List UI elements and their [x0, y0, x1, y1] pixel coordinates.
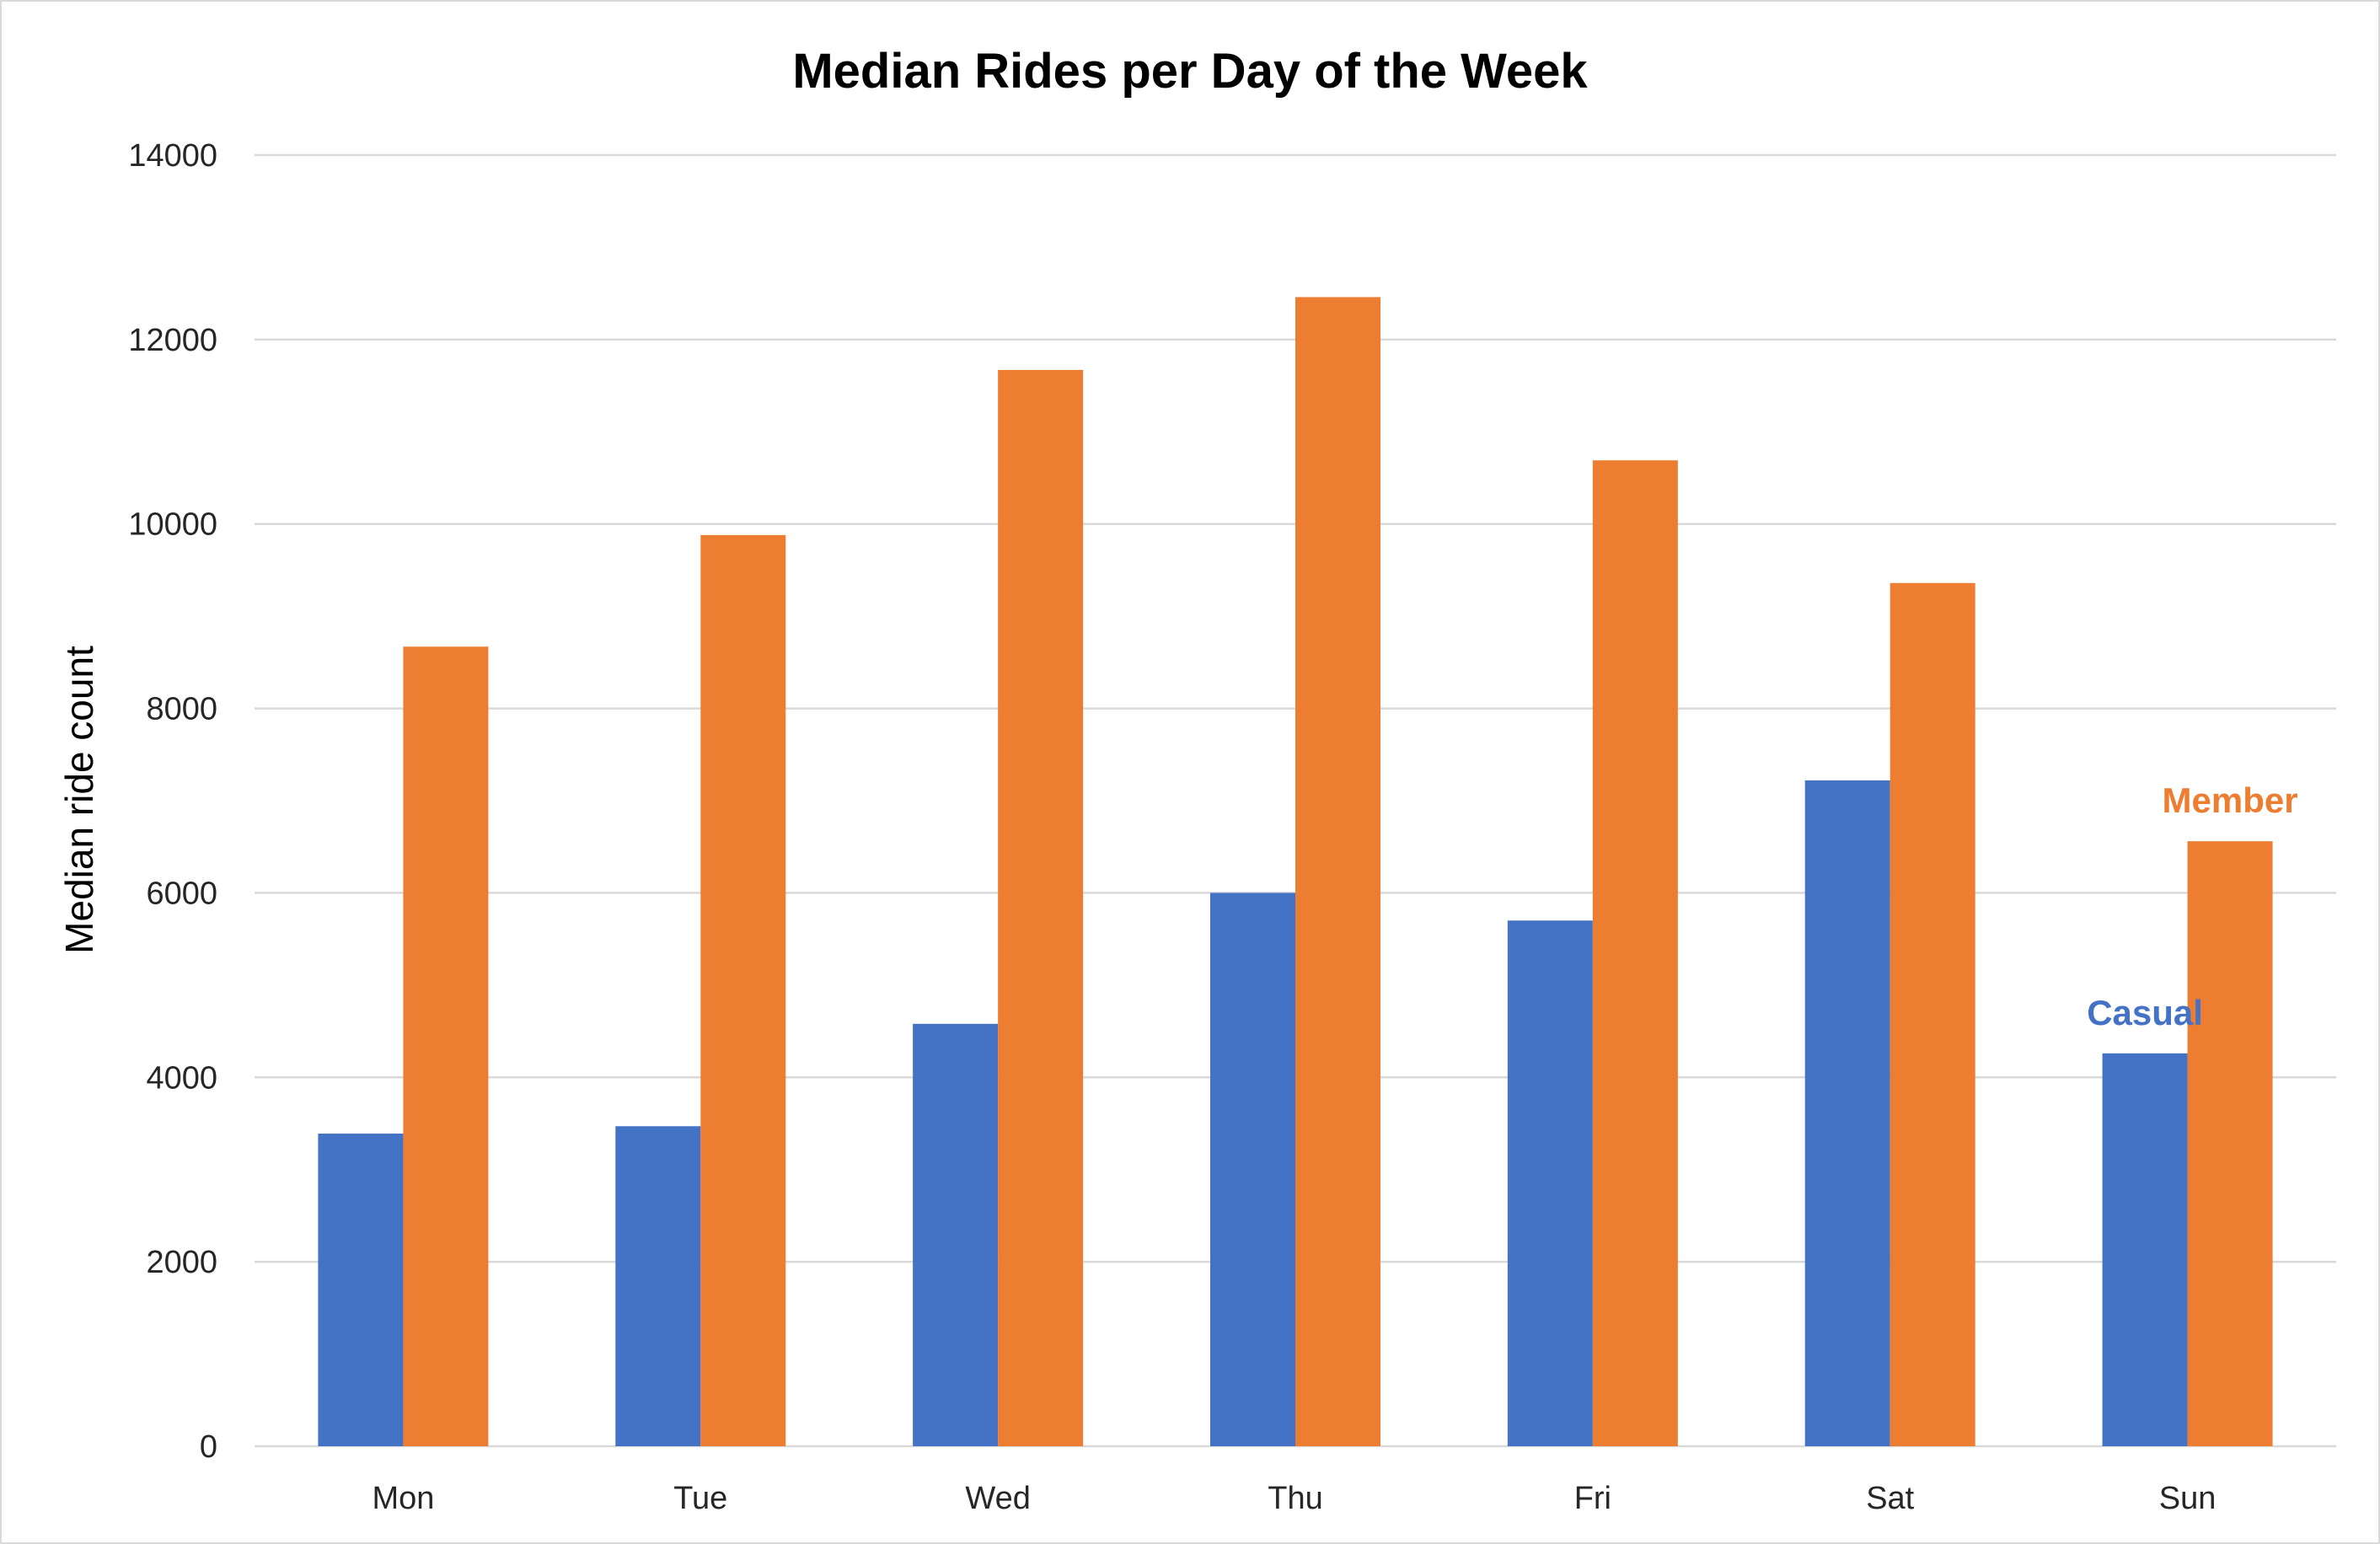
y-tick-label: 0 — [200, 1429, 217, 1465]
bar-member-fri — [1592, 460, 1678, 1447]
bar-casual-thu — [1210, 893, 1295, 1446]
bar-casual-wed — [913, 1023, 999, 1446]
y-tick-label: 4000 — [146, 1060, 217, 1096]
x-tick-label: Mon — [372, 1481, 434, 1516]
y-tick-label: 10000 — [128, 507, 217, 543]
bar-casual-tue — [615, 1126, 701, 1446]
series-label-member: Member — [2163, 780, 2298, 820]
y-tick-label: 6000 — [146, 876, 217, 911]
y-axis-title: Median ride count — [57, 646, 101, 954]
y-axis-ticks: 0 2000 4000 6000 8000 10000 12000 14000 — [128, 138, 217, 1465]
x-tick-label: Wed — [965, 1481, 1030, 1516]
chart-title: Median Rides per Day of the Week — [792, 44, 1588, 99]
bar-member-thu — [1295, 297, 1380, 1446]
y-tick-label: 2000 — [146, 1245, 217, 1280]
x-tick-label: Sat — [1866, 1481, 1914, 1516]
bar-member-mon — [403, 646, 489, 1446]
x-tick-label: Tue — [673, 1481, 727, 1516]
y-tick-label: 14000 — [128, 138, 217, 174]
series-label-casual: Casual — [2087, 993, 2203, 1032]
bar-member-sun — [2187, 841, 2273, 1446]
x-tick-label: Fri — [1574, 1481, 1611, 1516]
bar-casual-sat — [1804, 780, 1890, 1446]
y-tick-label: 8000 — [146, 692, 217, 727]
x-axis-ticks: Mon Tue Wed Thu Fri Sat Sun — [372, 1481, 2216, 1516]
x-tick-label: Sun — [2159, 1481, 2217, 1516]
bar-member-tue — [700, 534, 786, 1446]
bar-casual-fri — [1507, 920, 1593, 1446]
series-labels: Casual Member — [2087, 780, 2297, 1032]
bar-casual-mon — [318, 1134, 404, 1446]
bar-casual-sun — [2102, 1053, 2188, 1446]
bars — [318, 297, 2273, 1447]
bar-member-wed — [998, 369, 1084, 1447]
y-tick-label: 12000 — [128, 323, 217, 358]
bar-member-sat — [1890, 582, 1975, 1447]
x-tick-label: Thu — [1268, 1481, 1322, 1516]
